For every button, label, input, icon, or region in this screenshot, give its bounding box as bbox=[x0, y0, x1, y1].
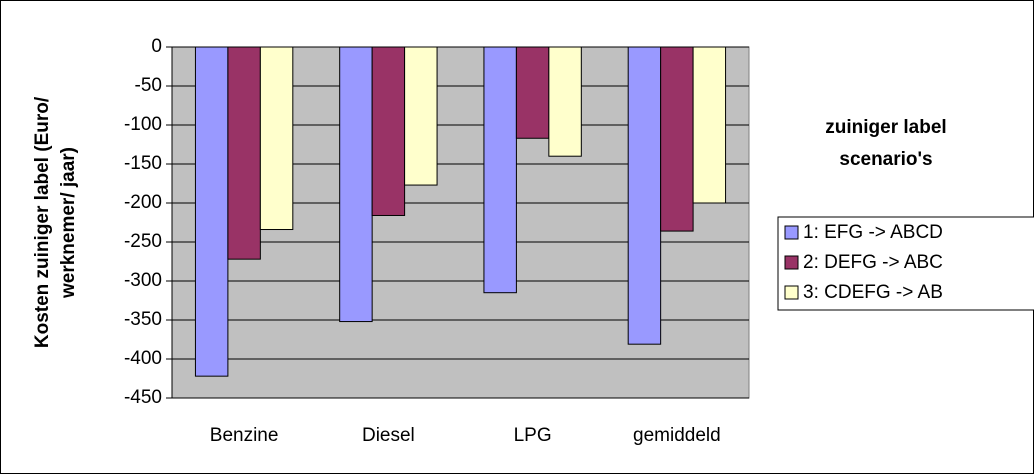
legend-label: 3: CDEFG -> AB bbox=[803, 282, 943, 303]
y-tick-label: -100 bbox=[124, 114, 162, 135]
legend-swatch bbox=[784, 225, 799, 240]
legend-label: 2: DEFG -> ABC bbox=[803, 252, 943, 273]
y-tick-label: -350 bbox=[124, 309, 162, 330]
y-tick-label: -400 bbox=[124, 348, 162, 369]
y-tick-label: 0 bbox=[151, 36, 162, 57]
x-tick-label: Benzine bbox=[210, 425, 279, 446]
legend-title: scenario's bbox=[839, 149, 932, 170]
bar bbox=[259, 46, 294, 231]
x-tick-label: Diesel bbox=[362, 425, 415, 446]
legend-box bbox=[777, 216, 1034, 311]
legend-title: zuiniger label bbox=[825, 117, 946, 138]
y-axis-title: Kosten zuiniger label (Euro/werknemer/ j… bbox=[32, 96, 79, 348]
y-tick-label: -200 bbox=[124, 192, 162, 213]
y-axis-title-line: werknemer/ jaar) bbox=[58, 147, 79, 299]
y-tick-label: -250 bbox=[124, 231, 162, 252]
legend-swatch bbox=[784, 285, 799, 300]
bar bbox=[404, 46, 438, 186]
bar bbox=[692, 46, 727, 204]
bar bbox=[548, 46, 582, 157]
bar bbox=[660, 46, 694, 232]
legend-label: 1: EFG -> ABCD bbox=[803, 222, 943, 243]
bar bbox=[339, 46, 373, 323]
y-tick-label: -450 bbox=[124, 387, 162, 408]
bar bbox=[371, 46, 406, 216]
x-tick-label: gemiddeld bbox=[633, 425, 721, 446]
x-tick-label: LPG bbox=[514, 425, 552, 446]
bar bbox=[194, 46, 229, 377]
legend-swatch bbox=[784, 255, 799, 270]
bar bbox=[227, 46, 261, 260]
bar bbox=[515, 46, 550, 139]
y-tick-label: -150 bbox=[124, 153, 162, 174]
bar bbox=[627, 46, 662, 345]
y-axis-title-line: Kosten zuiniger label (Euro/ bbox=[32, 96, 53, 348]
bar bbox=[483, 46, 517, 294]
y-tick-label: -50 bbox=[135, 75, 162, 96]
y-tick-label: -300 bbox=[124, 270, 162, 291]
